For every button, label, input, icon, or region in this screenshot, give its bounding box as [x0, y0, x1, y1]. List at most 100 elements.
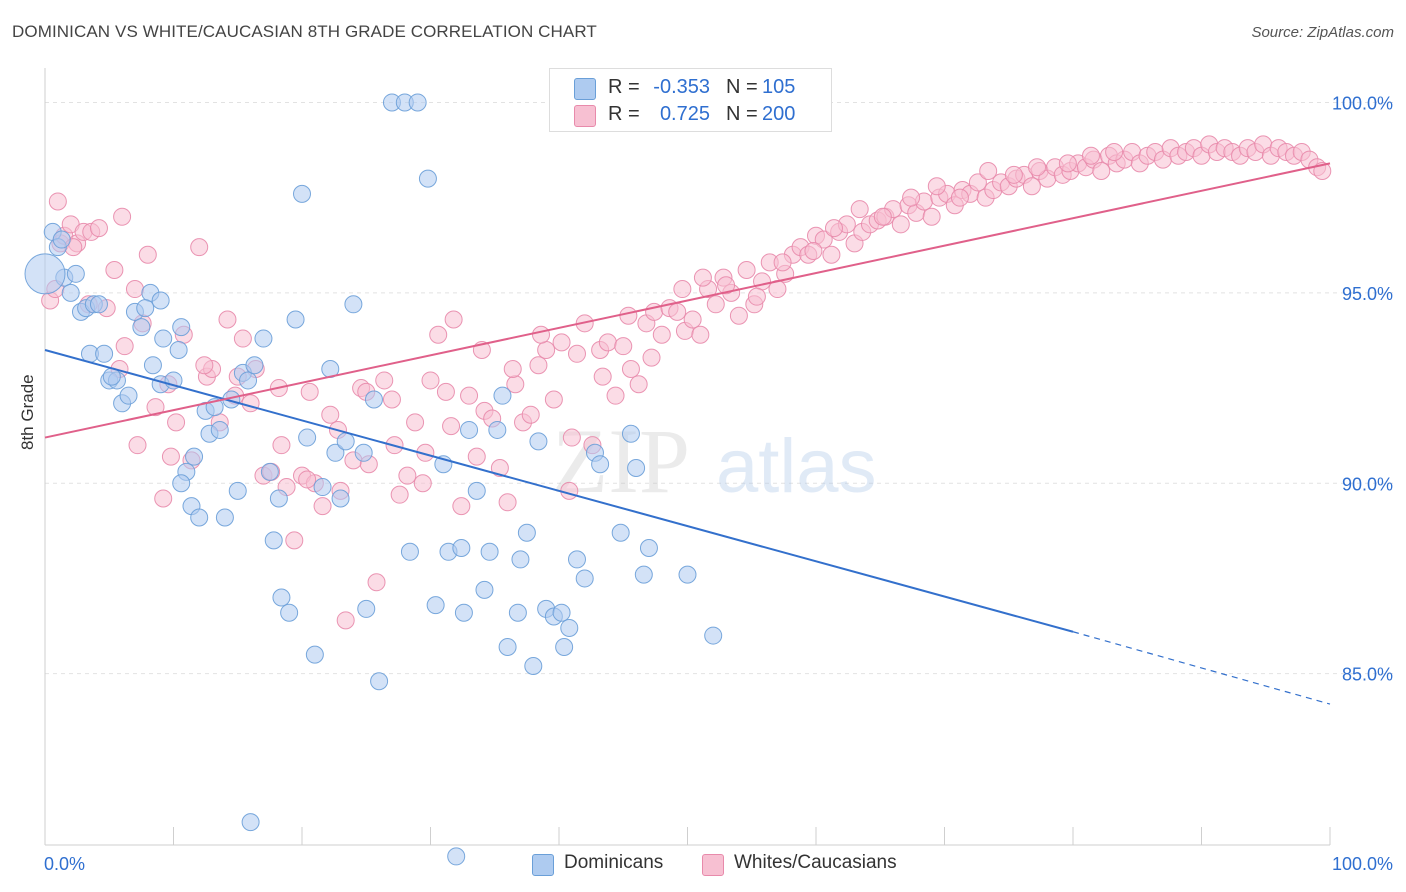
whites-point	[413, 474, 432, 493]
dominicans-point	[511, 550, 530, 569]
dominicans-point	[555, 637, 574, 656]
whites-point	[113, 207, 132, 226]
x-tick-label: 100.0%	[1332, 854, 1393, 874]
bottom-legend-label: Whites/Caucasians	[734, 852, 897, 873]
dominicans-point-large	[24, 253, 66, 295]
whites-point	[498, 493, 517, 512]
legend-r-value: 0.725	[659, 103, 710, 125]
whites-point	[444, 310, 463, 329]
y-tick-label: 100.0%	[1332, 93, 1393, 113]
whites-point	[529, 356, 548, 375]
whites-point	[902, 188, 921, 207]
series-whites-points	[41, 135, 1332, 630]
whites-point	[300, 382, 319, 401]
legend-row-whites: R = 0.725 N = 200	[550, 101, 831, 129]
dominicans-point	[61, 283, 80, 302]
whites-point	[683, 310, 702, 329]
dominicans-point	[418, 169, 437, 188]
dominicans-point	[639, 538, 658, 557]
dominicans-point	[552, 603, 571, 622]
whites-point	[421, 371, 440, 390]
whites-point	[382, 390, 401, 409]
whites-point	[521, 405, 540, 424]
y-tick-label: 85.0%	[1342, 665, 1393, 685]
legend-n-label: N =	[726, 76, 758, 98]
dominicans-point	[460, 420, 479, 439]
whites-point	[138, 245, 157, 264]
whites-point	[241, 394, 260, 413]
dominicans-point	[269, 489, 288, 508]
whites-point	[737, 261, 756, 280]
whites-point	[1092, 162, 1111, 181]
whites-point	[891, 215, 910, 234]
whites-point	[298, 470, 317, 489]
legend-r-label: R =	[608, 76, 640, 98]
legend-r-value: -0.353	[653, 76, 710, 98]
whites-point	[706, 295, 725, 314]
whites-point	[668, 302, 687, 321]
whites-point	[390, 485, 409, 504]
whites-point	[873, 207, 892, 226]
watermark-atlas: atlas	[716, 424, 877, 509]
whites-point	[490, 459, 509, 478]
whites-point	[1028, 158, 1047, 177]
whites-point	[614, 337, 633, 356]
dominicans-point	[364, 390, 383, 409]
whites-point	[560, 481, 579, 500]
dominicans-point	[286, 310, 305, 329]
dominicans-point	[210, 420, 229, 439]
dominicans-point	[326, 443, 345, 462]
dominicans-point	[354, 443, 373, 462]
series-dominicans-points	[24, 93, 825, 866]
dominicans-point	[119, 386, 138, 405]
whites-point	[927, 177, 946, 196]
dominicans-point	[480, 542, 499, 561]
whites-point	[804, 241, 823, 260]
dominicans-point	[298, 428, 317, 447]
dominicans-point	[151, 291, 170, 310]
chart-title: DOMINICAN VS WHITE/CAUCASIAN 8TH GRADE C…	[12, 22, 597, 41]
dominicans-point	[66, 264, 85, 283]
dominicans-point	[575, 569, 594, 588]
whites-point	[125, 280, 144, 299]
whites-point	[642, 348, 661, 367]
dominicans-point	[254, 329, 273, 348]
dominicans-point	[611, 523, 630, 542]
whites-point	[593, 367, 612, 386]
dominicans-point	[336, 432, 355, 451]
whites-point	[1004, 165, 1023, 184]
whites-trend-line	[44, 162, 1331, 439]
whites-point	[367, 573, 386, 592]
dominicans-point	[634, 565, 653, 584]
dominicans-point	[467, 481, 486, 500]
dominicans-point	[567, 550, 586, 569]
whites-point	[562, 428, 581, 447]
dominicans-point	[447, 847, 466, 866]
whites-point	[398, 466, 417, 485]
dominicans-point	[239, 371, 258, 390]
whites-point	[773, 253, 792, 272]
dominicans-point	[169, 340, 188, 359]
y-tick-labels: 85.0% 90.0% 95.0% 100.0%	[1332, 93, 1393, 684]
dominicans-point	[185, 447, 204, 466]
dominicans-point	[508, 603, 527, 622]
whites-point	[753, 272, 772, 291]
dominicans-point	[370, 672, 389, 691]
dominicans-point	[344, 295, 363, 314]
dominicans-point	[678, 565, 697, 584]
dominicans-point	[280, 603, 299, 622]
source-label: Source: ZipAtlas.com	[1251, 24, 1394, 41]
whites-point	[673, 280, 692, 299]
whites-point	[1022, 177, 1041, 196]
dominicans-point	[264, 531, 283, 550]
whites-point	[537, 340, 556, 359]
whites-point	[544, 390, 563, 409]
whites-point	[128, 436, 147, 455]
whites-point	[824, 219, 843, 238]
whites-point	[467, 447, 486, 466]
dominicans-point	[452, 538, 471, 557]
whites-point	[375, 371, 394, 390]
dominicans-point	[529, 432, 548, 451]
whites-point	[195, 356, 214, 375]
